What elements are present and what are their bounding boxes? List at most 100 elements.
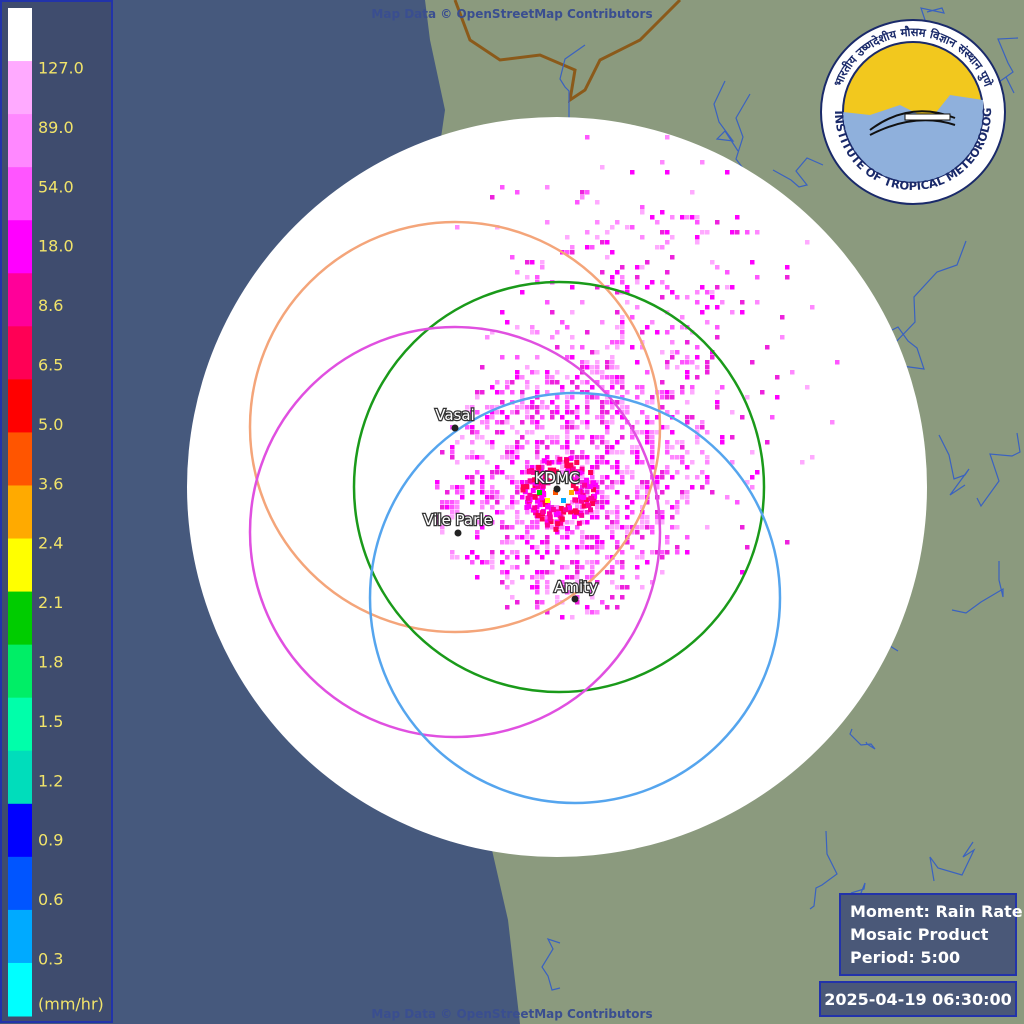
rain-cell: [555, 505, 560, 510]
rain-cell: [605, 410, 610, 415]
rain-cell: [620, 280, 625, 285]
rain-cell: [525, 405, 530, 410]
rain-cell: [565, 430, 570, 435]
rain-cell: [665, 465, 670, 470]
rain-cell: [605, 495, 610, 500]
rain-cell: [650, 445, 655, 450]
rain-cell: [536, 464, 542, 470]
rain-cell: [575, 435, 580, 440]
rain-cell: [595, 515, 600, 520]
rain-cell: [645, 260, 650, 265]
rain-cell: [485, 335, 490, 340]
rain-cell: [515, 520, 520, 525]
rain-cell: [640, 330, 645, 335]
rain-cell: [695, 300, 700, 305]
rain-cell: [440, 450, 445, 455]
rain-cell: [572, 508, 578, 514]
rain-cell: [595, 350, 600, 355]
rain-cell: [539, 499, 545, 505]
rain-cell: [440, 505, 445, 510]
rain-cell: [665, 535, 670, 540]
rain-cell: [510, 540, 515, 545]
rain-cell: [505, 320, 510, 325]
rain-cell: [540, 440, 545, 445]
rain-cell: [670, 255, 675, 260]
rain-cell: [545, 570, 550, 575]
rain-cell: [485, 490, 490, 495]
rain-cell: [600, 400, 605, 405]
rain-cell: [435, 480, 440, 485]
rain-cell: [560, 615, 565, 620]
rain-cell: [470, 450, 475, 455]
rain-cell: [465, 455, 470, 460]
rain-cell: [685, 340, 690, 345]
rain-cell: [695, 440, 700, 445]
rain-cell: [650, 435, 655, 440]
rain-cell: [760, 390, 765, 395]
river: [541, 937, 561, 991]
rain-cell: [450, 505, 455, 510]
rain-cell: [650, 455, 655, 460]
rain-cell: [530, 420, 535, 425]
rain-cell: [545, 300, 550, 305]
rain-cell: [610, 415, 615, 420]
rain-cell: [583, 497, 589, 503]
rain-cell: [495, 430, 500, 435]
rain-cell: [530, 415, 535, 420]
rain-cell: [525, 535, 530, 540]
rain-cell: [755, 230, 760, 235]
rain-cell: [545, 375, 550, 380]
rain-cell: [520, 405, 525, 410]
rain-cell: [615, 290, 620, 295]
rain-cell: [710, 295, 715, 300]
rain-cell: [525, 480, 530, 485]
rain-cell: [665, 500, 670, 505]
rain-cell: [505, 475, 510, 480]
rain-cell: [565, 375, 570, 380]
rain-cell: [715, 305, 720, 310]
rain-cell: [545, 220, 550, 225]
rain-cell: [700, 230, 705, 235]
rain-cell: [569, 490, 574, 495]
rain-cell: [565, 520, 570, 525]
rain-cell: [579, 512, 585, 518]
rain-cell: [615, 390, 620, 395]
rain-cell: [545, 580, 550, 585]
rain-cell: [610, 405, 615, 410]
rain-cell: [715, 335, 720, 340]
rain-cell: [515, 405, 520, 410]
rain-cell: [625, 470, 630, 475]
river: [976, 432, 1021, 508]
rain-cell: [710, 290, 715, 295]
rain-cell: [690, 390, 695, 395]
rain-cell: [670, 215, 675, 220]
rain-cell: [745, 480, 750, 485]
rain-cell: [450, 555, 455, 560]
rain-cell: [635, 525, 640, 530]
rain-cell: [515, 500, 520, 505]
rain-cell: [588, 495, 594, 501]
rain-cell: [590, 245, 595, 250]
river: [997, 37, 1019, 94]
rain-cell: [805, 240, 810, 245]
rain-cell: [545, 435, 550, 440]
rain-cell: [705, 455, 710, 460]
rain-cell: [500, 495, 505, 500]
rain-cell: [705, 430, 710, 435]
rain-cell: [485, 440, 490, 445]
rain-cell: [600, 545, 605, 550]
rain-cell: [625, 585, 630, 590]
rain-cell: [570, 425, 575, 430]
rain-cell: [505, 525, 510, 530]
rain-cell: [554, 469, 560, 475]
rain-cell: [535, 580, 540, 585]
rain-cell: [670, 395, 675, 400]
rain-cell: [655, 510, 660, 515]
rain-cell: [574, 459, 580, 465]
rain-cell: [539, 516, 545, 522]
rain-cell: [570, 520, 575, 525]
rain-cell: [615, 440, 620, 445]
rain-cell: [690, 415, 695, 420]
legend-swatch: [8, 379, 32, 433]
rain-cell: [650, 400, 655, 405]
